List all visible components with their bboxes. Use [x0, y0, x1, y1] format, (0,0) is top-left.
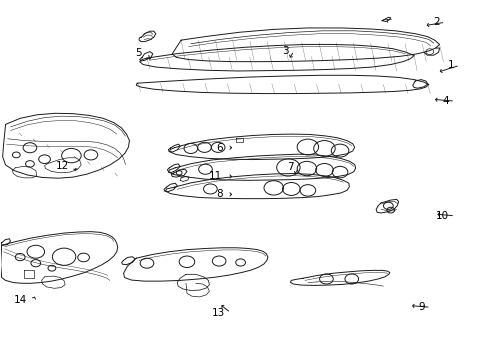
Text: 5: 5	[135, 48, 142, 58]
Text: 12: 12	[56, 161, 69, 171]
Text: 8: 8	[216, 189, 222, 199]
Text: 10: 10	[435, 211, 448, 221]
Text: 7: 7	[286, 162, 293, 172]
Text: 9: 9	[417, 302, 424, 312]
Text: 2: 2	[432, 17, 439, 27]
Text: 3: 3	[281, 46, 288, 56]
Text: 13: 13	[211, 308, 224, 318]
Text: 14: 14	[14, 295, 27, 305]
Text: 11: 11	[209, 171, 222, 181]
Text: 1: 1	[447, 60, 453, 70]
Text: 6: 6	[216, 143, 222, 153]
Text: 4: 4	[442, 96, 448, 106]
